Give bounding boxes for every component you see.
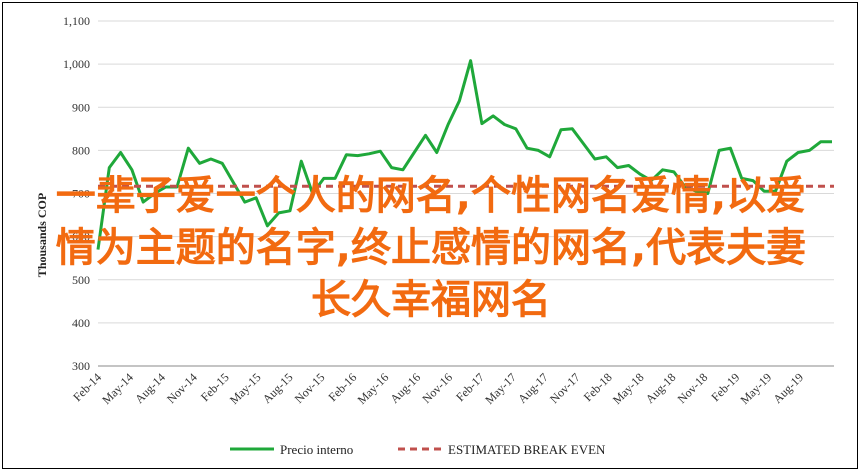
x-tick-label: Feb-17	[453, 370, 487, 404]
x-tick-label: Nov-15	[292, 370, 328, 406]
y-tick-label: 1,100	[63, 14, 90, 28]
gridlines	[98, 20, 834, 367]
x-tick-label: May-17	[482, 370, 519, 407]
series-line-precio-interno	[96, 59, 832, 250]
x-tick-label: Nov-14	[164, 370, 200, 406]
y-tick-label: 900	[72, 100, 90, 114]
x-tick-label: Aug-14	[132, 370, 168, 406]
x-tick-label: Feb-19	[708, 370, 742, 404]
y-tick-label: 800	[72, 143, 90, 157]
watermark-line-3: 长久幸福网名	[311, 277, 551, 323]
watermark-line-1: 一辈子爱一个人的网名,个性网名爱情,以爱	[55, 173, 807, 219]
y-tick-label: 500	[72, 273, 90, 287]
x-tick-label: Aug-19	[770, 370, 806, 406]
x-tick-label: May-14	[99, 370, 136, 407]
y-tick-label: 400	[72, 316, 90, 330]
x-tick-label: Nov-17	[547, 370, 583, 406]
x-tick-label: Nov-18	[675, 370, 711, 406]
x-tick-label: Aug-17	[515, 370, 551, 406]
x-tick-label: May-15	[227, 370, 264, 407]
x-tick-label: Aug-18	[643, 370, 679, 406]
y-tick-label: 1,000	[63, 57, 90, 71]
x-tick-label: May-19	[737, 370, 774, 407]
x-tick-label: May-16	[355, 370, 392, 407]
x-tick-label: Feb-16	[325, 370, 359, 404]
y-tick-label: 600	[72, 230, 90, 244]
legend-label: Precio interno	[280, 442, 353, 457]
series-layer	[96, 59, 834, 250]
legend: Precio interno ESTIMATED BREAK EVEN	[230, 442, 606, 457]
y-tick-label: 300	[72, 359, 90, 373]
x-tick-label: Aug-16	[387, 370, 423, 406]
y-axis-label: Thousands COP	[35, 193, 49, 277]
watermark-title: 一辈子爱一个人的网名,个性网名爱情,以爱 情为主题的名字,终止感情的网名,代表夫…	[0, 170, 862, 326]
y-tick-label: 700	[72, 187, 90, 201]
x-tick-label: Feb-14	[70, 370, 104, 404]
legend-label: ESTIMATED BREAK EVEN	[448, 442, 606, 457]
y-axis-ticks: 300 400 500 600 700 800 900 1,000 1,100	[63, 14, 90, 373]
x-axis-ticks: Feb-14May-14Aug-14Nov-14Feb-15May-15Aug-…	[70, 370, 806, 407]
x-tick-label: Feb-18	[581, 370, 615, 404]
x-tick-label: Aug-15	[260, 370, 296, 406]
watermark-line-2: 情为主题的名字,终止感情的网名,代表夫妻	[55, 225, 807, 271]
x-tick-label: Feb-15	[198, 370, 232, 404]
x-tick-label: Nov-16	[419, 370, 455, 406]
x-tick-label: May-18	[610, 370, 647, 407]
